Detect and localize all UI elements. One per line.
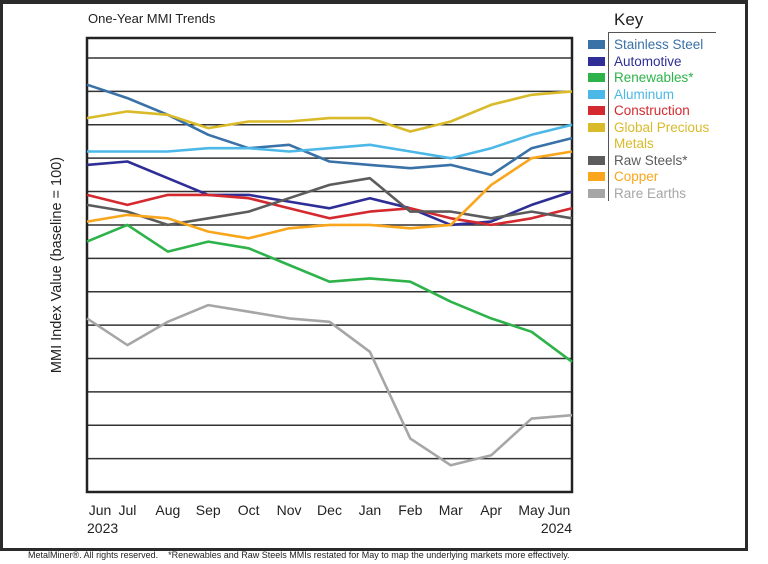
legend-label: Automotive: [614, 53, 682, 69]
legend-swatch: [588, 172, 605, 181]
x-tick-label: Jan: [359, 502, 382, 518]
legend-label: Renewables*: [614, 70, 694, 85]
series-line-rare-earths: [86, 303, 573, 467]
series-line-raw-steels: [86, 176, 573, 227]
series-line-copper: [86, 150, 573, 240]
series-line-stainless-steel: [86, 83, 573, 177]
legend-title: Key: [614, 10, 644, 29]
x-tick-label: May: [518, 502, 544, 518]
legend-divider: [608, 32, 716, 201]
series-line-renewables: [86, 223, 573, 363]
legend-swatch: [588, 106, 605, 115]
legend-swatch: [588, 73, 605, 82]
x-tick-label: Jun: [548, 502, 571, 518]
legend-swatch: [588, 122, 605, 132]
series-line-aluminum: [87, 123, 573, 160]
x-tick-label: Dec: [317, 502, 342, 518]
legend-label: Aluminum: [614, 86, 675, 102]
legend-label: Copper: [614, 169, 659, 184]
x-tick-label: Aug: [155, 502, 180, 518]
x-tick-label: Oct: [238, 502, 260, 518]
legend-label-line2: Metals: [614, 135, 654, 151]
plot-area-border: [85, 36, 574, 494]
footer-note: MetalMiner®. All rights reserved. *Renew…: [28, 550, 570, 560]
legend-swatch: [588, 155, 605, 165]
legend-label: Stainless Steel: [614, 37, 704, 52]
x-tick-label: Sep: [196, 502, 221, 518]
x-tick-label: Feb: [398, 502, 422, 518]
x-tick-label: Nov: [277, 502, 302, 518]
legend-label: Raw Steels*: [614, 152, 688, 168]
x-year-label-start: 2023: [87, 520, 118, 536]
legend-swatch: [588, 56, 605, 66]
legend-label: Rare Earths: [614, 185, 687, 201]
x-tick-label: Jul: [118, 502, 136, 518]
series-line-automotive: [86, 160, 573, 227]
legend-label: Construction: [614, 103, 690, 118]
x-year-label-end: 2024: [541, 520, 572, 536]
legend-label: Global Precious Metals: [614, 119, 710, 151]
chart-title: One-Year MMI Trends: [88, 11, 216, 26]
x-tick-label: Mar: [439, 502, 463, 518]
x-tick-label: Jun: [89, 502, 112, 518]
legend-swatch: [588, 40, 605, 49]
series-line-construction: [86, 193, 573, 227]
series-line-global-precious-metals: [86, 90, 573, 133]
legend-swatch: [588, 188, 605, 198]
x-tick-label: Apr: [480, 502, 502, 518]
legend-swatch: [588, 89, 605, 99]
